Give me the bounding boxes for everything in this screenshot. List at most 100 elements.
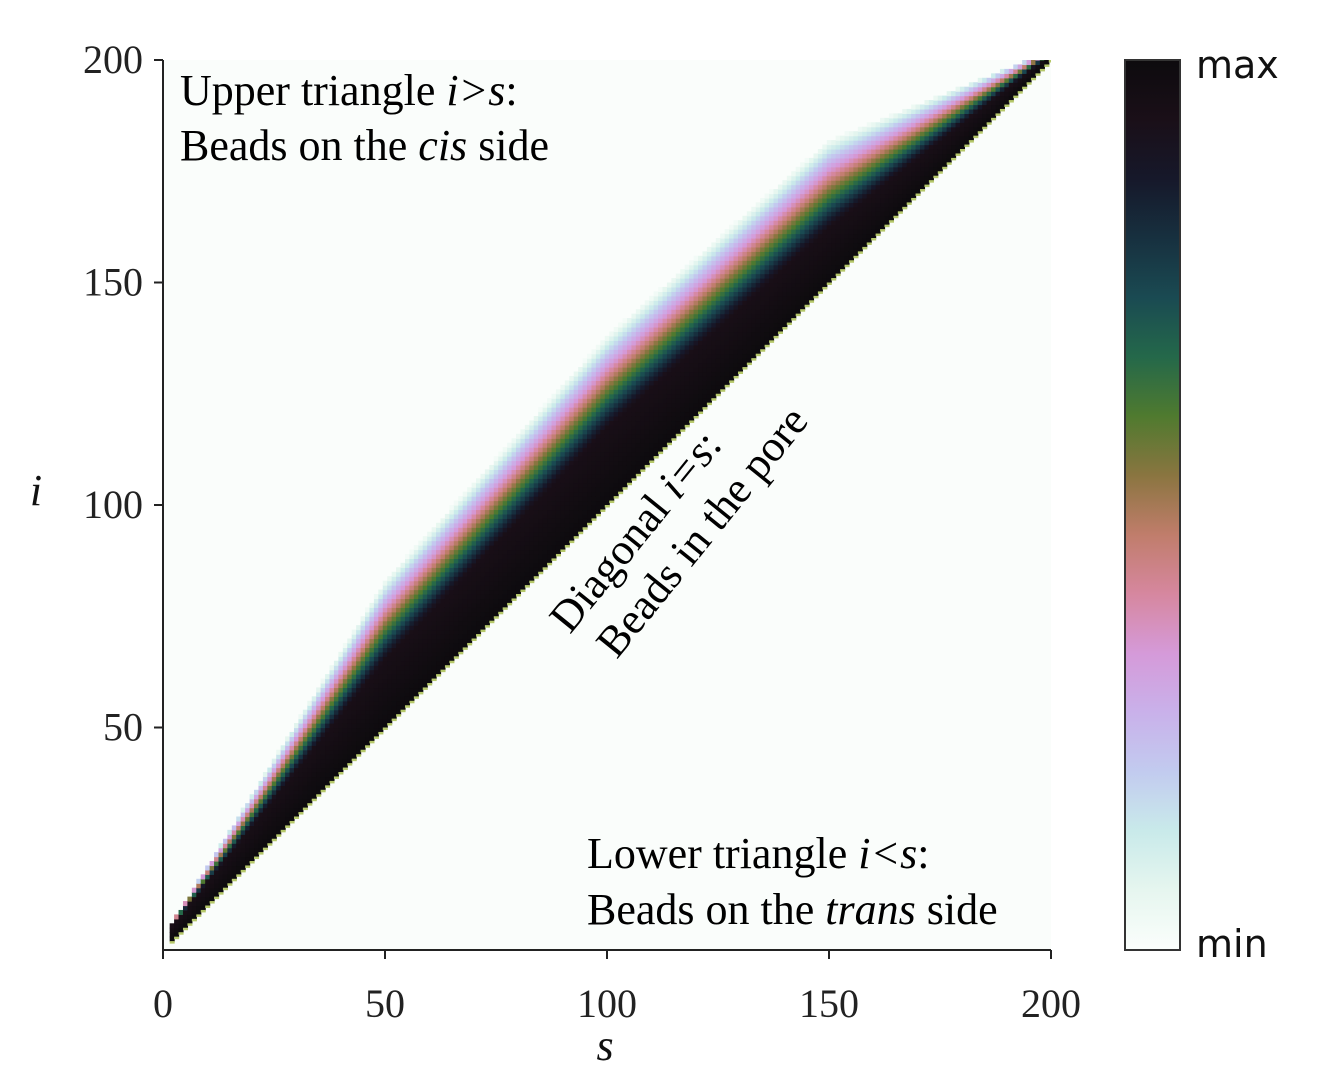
heatmap-cell	[706, 375, 712, 381]
heatmap-cell	[320, 696, 326, 702]
heatmap-cell	[866, 131, 872, 137]
heatmap-cell	[555, 540, 561, 546]
heatmap-cell	[715, 367, 721, 373]
heatmap-cell	[551, 527, 557, 533]
heatmap-cell	[786, 189, 792, 195]
heatmap-cell	[658, 331, 664, 337]
heatmap-cell	[773, 282, 779, 288]
heatmap-cell	[400, 589, 406, 595]
heatmap-cell	[365, 625, 371, 631]
heatmap-cell	[276, 794, 282, 800]
heatmap-cell	[871, 202, 877, 208]
heatmap-cell	[866, 140, 872, 146]
heatmap-cell	[373, 691, 379, 697]
heatmap-cell	[706, 318, 712, 324]
heatmap-cell	[538, 518, 544, 524]
heatmap-cell	[493, 545, 499, 551]
heatmap-cell	[671, 407, 677, 413]
heatmap-cell	[689, 344, 695, 350]
heatmap-cell	[174, 918, 180, 924]
heatmap-cell	[640, 371, 646, 377]
heatmap-cell	[746, 318, 752, 324]
heatmap-cell	[360, 718, 366, 724]
heatmap-cell	[325, 683, 331, 689]
heatmap-cell	[440, 589, 446, 595]
heatmap-cell	[444, 634, 450, 640]
heatmap-cell	[751, 246, 757, 252]
heatmap-cell	[267, 807, 273, 813]
heatmap-cell	[689, 327, 695, 333]
heatmap-cell	[347, 683, 353, 689]
heatmap-cell	[440, 634, 446, 640]
heatmap-cell	[809, 264, 815, 270]
heatmap-cell	[533, 464, 539, 470]
heatmap-cell	[844, 224, 850, 230]
heatmap-cell	[529, 429, 535, 435]
heatmap-cell	[373, 727, 379, 733]
heatmap-cell	[378, 705, 384, 711]
heatmap-cell	[760, 304, 766, 310]
heatmap-cell	[782, 180, 788, 186]
heatmap-cell	[444, 531, 450, 537]
heatmap-cell	[533, 424, 539, 430]
heatmap-cell	[671, 278, 677, 284]
heatmap-cell	[538, 558, 544, 564]
heatmap-cell	[249, 843, 255, 849]
heatmap-cell	[538, 562, 544, 568]
heatmap-diagonal-edge	[751, 358, 757, 361]
heatmap-cell	[698, 260, 704, 266]
heatmap-cell	[449, 558, 455, 564]
heatmap-cell	[857, 246, 863, 252]
heatmap-cell	[569, 407, 575, 413]
heatmap-cell	[498, 607, 504, 613]
heatmap-cell	[507, 513, 513, 519]
heatmap-cell	[436, 589, 442, 595]
heatmap-cell	[604, 438, 610, 444]
heatmap-cell	[711, 255, 717, 261]
heatmap-cell	[578, 367, 584, 373]
heatmap-cell	[289, 789, 295, 795]
heatmap-cell	[653, 438, 659, 444]
heatmap-cell	[462, 531, 468, 537]
heatmap-cell	[658, 416, 664, 422]
heatmap-cell	[764, 335, 770, 341]
heatmap-cell	[826, 193, 832, 199]
heatmap-cell	[600, 456, 606, 462]
heatmap-cell	[813, 269, 819, 275]
heatmap-cell	[551, 407, 557, 413]
heatmap-cell	[467, 531, 473, 537]
heatmap-cell	[644, 362, 650, 368]
heatmap-cell	[205, 878, 211, 884]
heatmap-cell	[507, 558, 513, 564]
heatmap-cell	[529, 500, 535, 506]
heatmap-cell	[613, 433, 619, 439]
heatmap-cell	[729, 295, 735, 301]
heatmap-cell	[564, 420, 570, 426]
heatmap-cell	[755, 278, 761, 284]
heatmap-cell	[555, 527, 561, 533]
heatmap-cell	[742, 300, 748, 306]
heatmap-cell	[493, 469, 499, 475]
heatmap-cell	[871, 171, 877, 177]
heatmap-cell	[369, 607, 375, 613]
heatmap-cell	[866, 144, 872, 150]
heatmap-cell	[515, 447, 522, 453]
heatmap-cell	[737, 273, 744, 279]
heatmap-diagonal-edge	[680, 429, 686, 432]
heatmap-cell	[365, 740, 371, 746]
heatmap-cell	[866, 153, 872, 159]
heatmap-cell	[804, 233, 810, 239]
heatmap-cell	[795, 184, 801, 190]
heatmap-cell	[600, 420, 606, 426]
heatmap-cell	[693, 282, 699, 288]
heatmap-cell	[547, 433, 553, 439]
heatmap-cell	[840, 149, 846, 155]
heatmap-cell	[378, 611, 384, 617]
heatmap-cell	[618, 442, 624, 448]
heatmap-cell	[693, 255, 699, 261]
heatmap-cell	[547, 496, 553, 502]
heatmap-cell	[671, 313, 677, 319]
heatmap-cell	[680, 424, 686, 430]
heatmap-cell	[604, 420, 610, 426]
heatmap-cell	[755, 291, 761, 297]
